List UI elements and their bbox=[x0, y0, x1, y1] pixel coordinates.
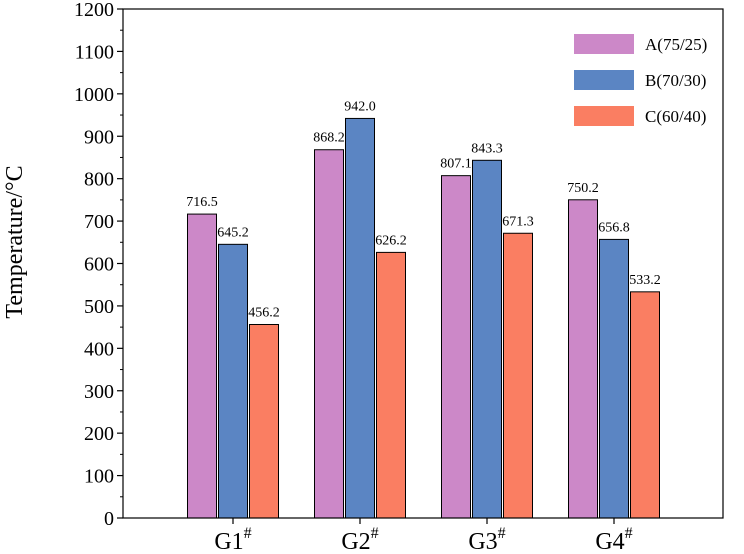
bar-g3-3 bbox=[503, 232, 533, 519]
legend-swatch-1 bbox=[574, 34, 634, 54]
y-axis-label: Temperature/°C bbox=[2, 165, 28, 318]
bar-g4-3 bbox=[630, 291, 660, 519]
y-tick-label-300: 300 bbox=[84, 381, 114, 403]
legend-label-2: B(70/30) bbox=[645, 71, 706, 90]
y-tick-label-500: 500 bbox=[84, 296, 114, 318]
x-tick-label-g3: G3# bbox=[468, 525, 505, 554]
data-label-g4-3: 533.2 bbox=[629, 273, 661, 288]
data-label-g3-3: 671.3 bbox=[502, 214, 534, 229]
y-tick-label-600: 600 bbox=[84, 254, 114, 276]
y-tick-label-800: 800 bbox=[84, 169, 114, 191]
bar-g2-1 bbox=[314, 149, 344, 519]
y-tick-label-200: 200 bbox=[84, 423, 114, 445]
x-tick-label-g4: G4# bbox=[595, 525, 632, 554]
data-label-g3-2: 843.3 bbox=[471, 141, 503, 156]
bars-layer bbox=[187, 117, 660, 519]
data-label-g1-2: 645.2 bbox=[217, 225, 249, 240]
y-tick-label-1200: 1200 bbox=[74, 0, 114, 21]
data-label-g3-1: 807.1 bbox=[440, 157, 472, 172]
legend-label-1: A(75/25) bbox=[645, 35, 707, 54]
legend-label-3: C(60/40) bbox=[645, 107, 706, 126]
data-label-g1-3: 456.2 bbox=[248, 305, 280, 320]
x-tick-label-g2: G2# bbox=[341, 525, 378, 554]
y-tick-label-100: 100 bbox=[84, 466, 114, 488]
y-tick-label-1100: 1100 bbox=[75, 41, 114, 63]
y-tick-label-900: 900 bbox=[84, 126, 114, 148]
data-label-g1-1: 716.5 bbox=[186, 195, 218, 210]
bar-g1-1 bbox=[187, 213, 217, 519]
bar-g1-2 bbox=[218, 243, 248, 519]
bar-g2-3 bbox=[376, 251, 406, 519]
y-tick-label-400: 400 bbox=[84, 338, 114, 360]
data-labels-layer: 716.5 645.2 456.2 868.2 942.0 626.2 807.1843.3… bbox=[186, 99, 661, 320]
bar-g1-3 bbox=[249, 323, 279, 519]
data-label-g2-3: 626.2 bbox=[375, 233, 407, 248]
y-tick-label-1000: 1000 bbox=[74, 84, 114, 106]
y-tick-label-0: 0 bbox=[104, 508, 114, 530]
data-label-g2-2: 942.0 bbox=[344, 99, 376, 114]
bar-g4-1 bbox=[568, 199, 598, 519]
bar-g3-1 bbox=[441, 175, 471, 519]
bar-g3-2 bbox=[472, 159, 502, 519]
axes-layer: G1# G2# G3# G4# 0 100 200 300 400 500 600 700 800 900… bbox=[74, 0, 724, 554]
data-label-g2-1: 868.2 bbox=[313, 131, 345, 146]
data-label-g4-2: 656.8 bbox=[598, 220, 630, 235]
bar-g4-2 bbox=[599, 238, 629, 519]
legend-swatch-3 bbox=[574, 106, 634, 126]
legend-swatch-2 bbox=[574, 70, 634, 90]
y-tick-label-700: 700 bbox=[84, 211, 114, 233]
x-tick-label-g1: G1# bbox=[214, 525, 251, 554]
data-label-g4-1: 750.2 bbox=[567, 181, 599, 196]
bar-g2-2 bbox=[345, 117, 375, 519]
legend: A(75/25) B(70/30) C(60/40) bbox=[574, 34, 707, 126]
